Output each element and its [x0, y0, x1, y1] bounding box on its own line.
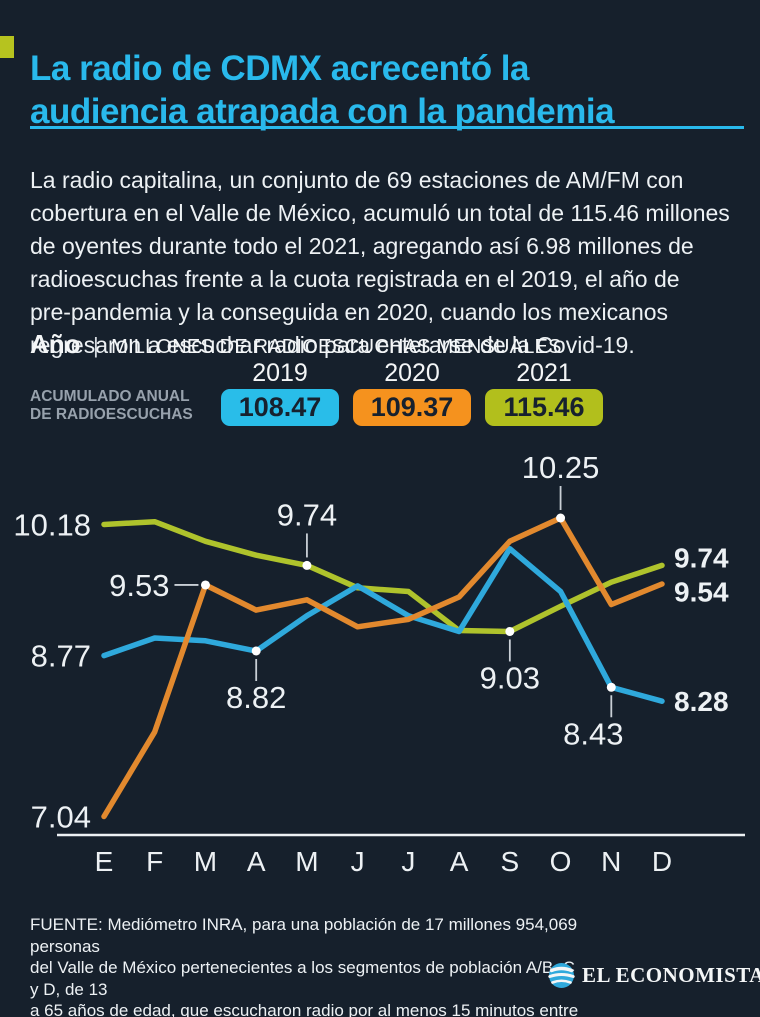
data-point-label: 9.74 [674, 543, 729, 574]
publisher-logo-text: EL ECONOMISTA [582, 963, 760, 987]
x-axis-label: S [500, 846, 519, 877]
title-divider [30, 126, 744, 129]
el-economista-globe-icon [548, 963, 575, 988]
line-chart-svg: E F M A M J J A S O N D10.189.538.777.049.748.829.0… [13, 450, 745, 877]
x-axis-label: J [401, 846, 415, 877]
title-bullet-marker [0, 36, 14, 58]
accumulated-label: ACUMULADO ANUAL DE RADIOESCUCHAS [30, 388, 193, 423]
data-point-label: 9.54 [674, 577, 729, 608]
legend-year-2019: 2019 [252, 359, 308, 387]
data-point-label: 9.03 [480, 660, 540, 695]
x-axis-label: A [450, 846, 469, 877]
intro-paragraph: La radio capitalina, un conjunto de 69 e… [30, 167, 730, 358]
x-axis-label: M [194, 846, 217, 877]
publisher-logo: EL ECONOMISTA [548, 962, 760, 989]
unit-description: MILLONES DE RADIOESCUCHAS MENSUALES [111, 336, 562, 358]
x-axis-label: F [146, 846, 163, 877]
series-line-2021 [101, 518, 665, 635]
data-point-label: 10.25 [522, 450, 600, 485]
data-point-dot [505, 626, 515, 636]
page-title: La radio de CDMX acrecentó la audiencia … [30, 49, 615, 132]
unit-label: Año [30, 329, 81, 359]
series-line-2019 [101, 545, 665, 704]
legend-pill-2021: 115.46 [485, 389, 603, 426]
data-point-dot [556, 513, 566, 523]
data-point-label: 9.74 [277, 497, 337, 532]
x-axis-label: N [601, 846, 621, 877]
legend-year-2021: 2021 [516, 359, 572, 387]
data-point-label: 8.43 [563, 716, 623, 751]
x-axis-label: J [351, 846, 365, 877]
data-point-label: 7.04 [31, 800, 91, 835]
data-point-label: 8.82 [226, 680, 286, 715]
data-point-dot [251, 646, 261, 656]
x-axis-label: A [247, 846, 266, 877]
series-line-2020 [101, 515, 665, 820]
chart-subtitle-row: Año | MILLONES DE RADIOESCUCHAS MENSUALE… [30, 329, 730, 360]
x-axis-label: E [95, 846, 114, 877]
data-point-dot [200, 580, 210, 590]
unit-separator: | [93, 333, 99, 358]
data-point-dot [606, 682, 616, 692]
x-axis-label: D [652, 846, 672, 877]
source-note: FUENTE: Mediómetro INRA, para una poblac… [30, 915, 579, 1017]
legend-pill-2020: 109.37 [353, 389, 471, 426]
legend-pill-2019: 108.47 [221, 389, 339, 426]
data-point-dot [302, 560, 312, 570]
audience-line-chart: E F M A M J J A S O N D 10.18 9.53 8.77 7.04 9.74 8.82 9.0… [0, 440, 760, 890]
data-point-label: 8.28 [674, 686, 729, 717]
data-point-label: 9.53 [109, 568, 169, 603]
x-axis-label: O [550, 846, 572, 877]
data-point-label: 8.77 [31, 639, 91, 674]
data-point-label: 10.18 [13, 508, 91, 543]
legend-year-2020: 2020 [384, 359, 440, 387]
x-axis-label: M [295, 846, 318, 877]
